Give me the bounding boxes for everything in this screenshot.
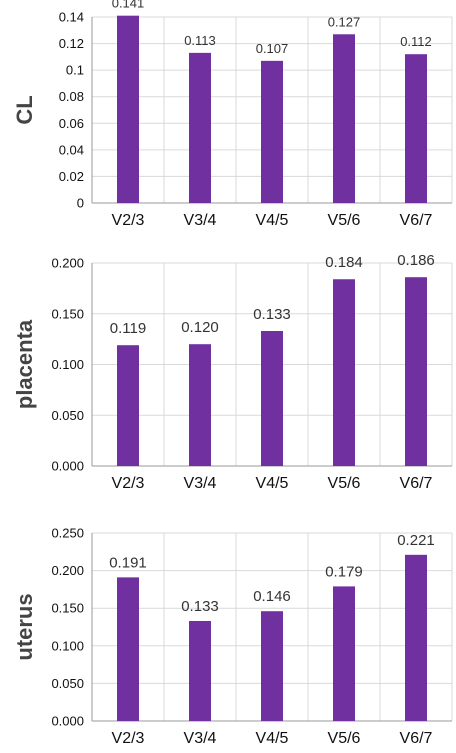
bar <box>333 34 355 204</box>
data-label: 0.221 <box>397 532 435 549</box>
bar <box>333 279 355 466</box>
y-tick-label: 0.1 <box>66 63 84 78</box>
x-tick-label: V5/6 <box>328 730 361 747</box>
data-label: 0.119 <box>110 320 146 337</box>
x-tick-label: V3/4 <box>184 212 217 229</box>
y-tick-label: 0.12 <box>59 36 84 51</box>
bar <box>405 554 427 721</box>
bar <box>261 611 283 721</box>
y-tick-label: 0.08 <box>59 89 84 104</box>
data-label: 0.112 <box>400 34 432 49</box>
x-tick-label: V2/3 <box>112 730 145 747</box>
bar <box>117 577 139 721</box>
x-tick-label: V6/7 <box>400 730 433 747</box>
data-label: 0.107 <box>256 41 289 56</box>
bar <box>189 344 211 466</box>
data-label: 0.133 <box>181 598 219 615</box>
y-tick-label: 0.200 <box>51 256 84 271</box>
x-tick-label: V4/5 <box>256 475 289 492</box>
x-tick-label: V5/6 <box>328 475 361 492</box>
y-tick-label: 0.000 <box>51 459 84 474</box>
data-label: 0.146 <box>253 588 291 605</box>
x-tick-label: V4/5 <box>256 730 289 747</box>
y-tick-label: 0 <box>77 196 84 211</box>
y-tick-label: 0.14 <box>59 10 84 25</box>
data-label: 0.127 <box>328 14 361 29</box>
bar <box>333 586 355 721</box>
y-tick-label: 0.050 <box>51 676 84 691</box>
x-tick-label: V5/6 <box>328 212 361 229</box>
data-label: 0.113 <box>184 33 216 48</box>
data-label: 0.141 <box>112 0 145 11</box>
y-tick-label: 0.000 <box>51 714 84 729</box>
y-tick-label: 0.200 <box>51 563 84 578</box>
y-tick-label: 0.100 <box>51 638 84 653</box>
y-axis-label: CL <box>12 95 37 124</box>
y-tick-label: 0.06 <box>59 116 84 131</box>
y-tick-label: 0.250 <box>51 526 84 541</box>
bar <box>405 277 427 466</box>
data-label: 0.184 <box>325 254 363 271</box>
y-tick-label: 0.150 <box>51 601 84 616</box>
y-tick-label: 0.02 <box>59 169 84 184</box>
bar <box>117 345 139 466</box>
x-tick-label: V4/5 <box>256 212 289 229</box>
data-label: 0.120 <box>181 319 219 336</box>
data-label: 0.133 <box>253 306 291 323</box>
data-label: 0.191 <box>109 554 147 571</box>
y-tick-label: 0.100 <box>51 357 84 372</box>
bar <box>189 620 211 721</box>
bar <box>117 15 139 203</box>
bar <box>405 54 427 204</box>
x-tick-label: V2/3 <box>112 212 145 229</box>
data-label: 0.179 <box>325 563 363 580</box>
y-tick-label: 0.150 <box>51 306 84 321</box>
y-axis-label: placenta <box>12 319 37 409</box>
y-tick-label: 0.050 <box>51 408 84 423</box>
bar <box>189 52 211 203</box>
x-tick-label: V2/3 <box>112 475 145 492</box>
x-tick-label: V6/7 <box>400 212 433 229</box>
x-tick-label: V6/7 <box>400 475 433 492</box>
y-axis-label: uterus <box>12 593 37 660</box>
bar <box>261 331 283 466</box>
x-tick-label: V3/4 <box>184 730 217 747</box>
y-tick-label: 0.04 <box>59 142 84 157</box>
x-tick-label: V3/4 <box>184 475 217 492</box>
data-label: 0.186 <box>397 252 435 269</box>
bar <box>261 60 283 203</box>
